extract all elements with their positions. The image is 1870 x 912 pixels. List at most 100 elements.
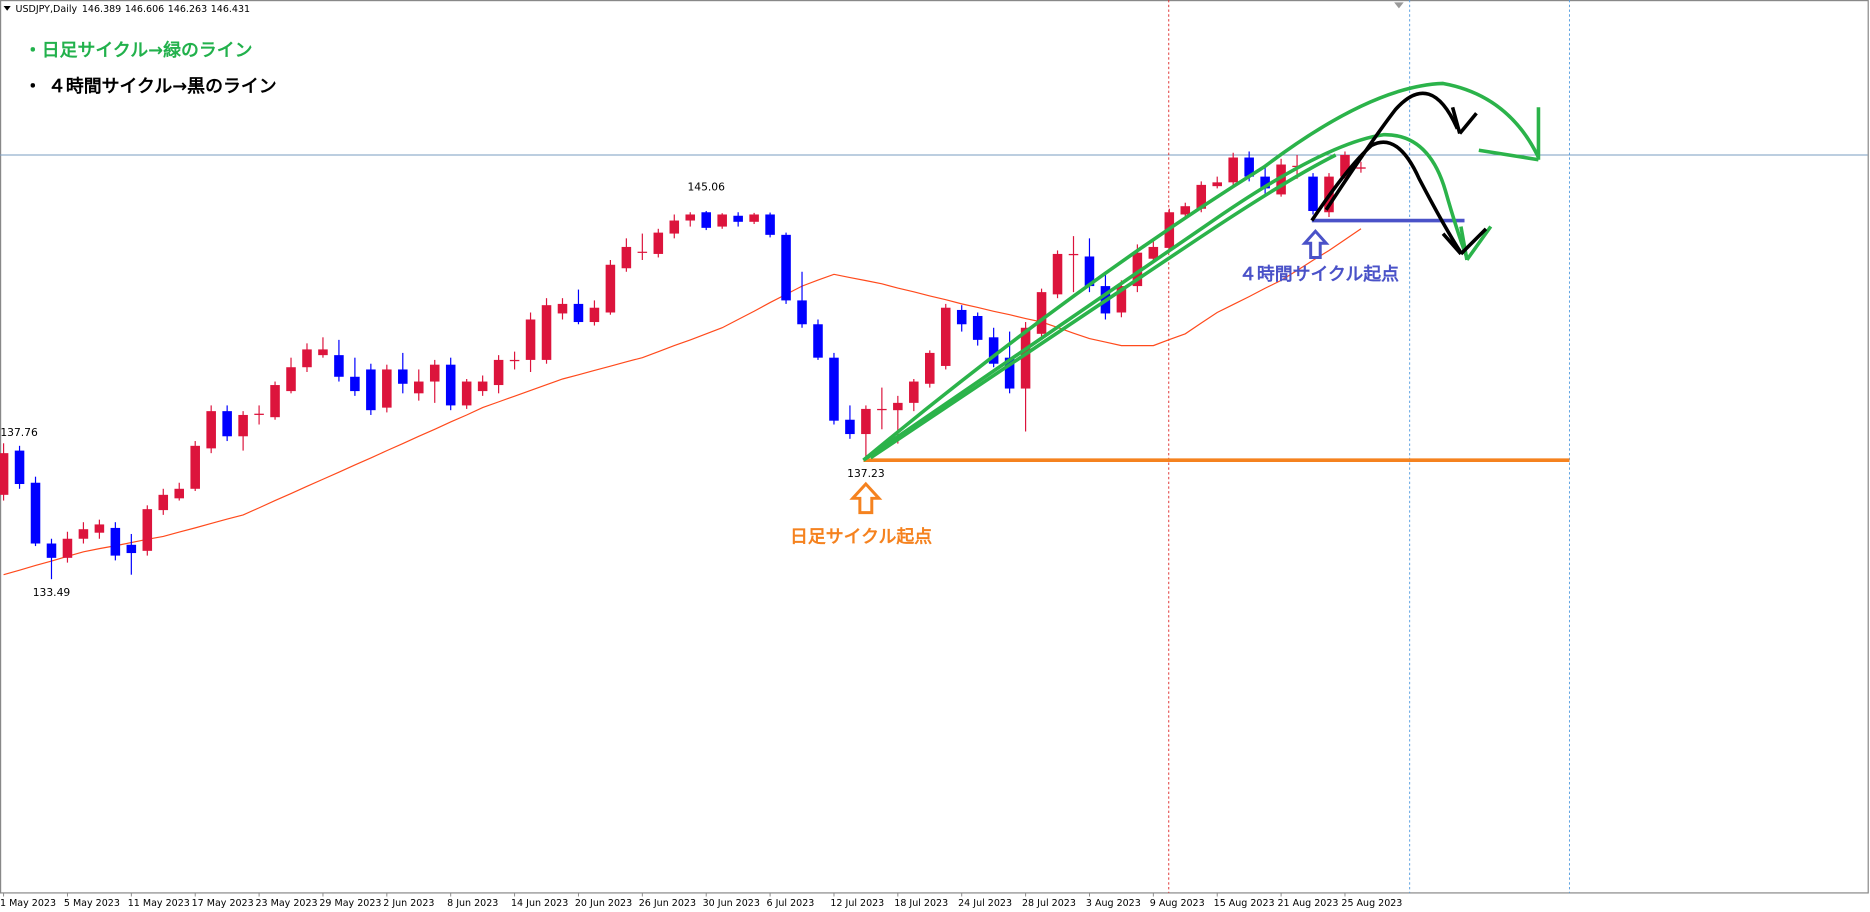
symbol: USDJPY,Daily: [16, 4, 78, 15]
candle-body: [1356, 167, 1366, 169]
candle-body: [286, 367, 296, 392]
candle-body: [14, 450, 25, 485]
candle-body: [0, 453, 9, 495]
black-cycle-line: [1324, 91, 1459, 211]
h4-origin-label: ４時間サイクル起点: [1239, 263, 1399, 285]
candle-body: [1212, 182, 1222, 187]
candle-body: [1036, 292, 1047, 334]
x-tick-label: 26 Jun 2023: [639, 898, 696, 909]
legend-4h: ・ ４時間サイクル→黒のライン: [24, 76, 277, 97]
price-label: 133.49: [33, 586, 71, 599]
candle-body: [1116, 286, 1127, 313]
header-open: 146.389: [82, 4, 121, 15]
plot-frame: [0, 0, 1869, 894]
candle-body: [142, 509, 153, 551]
candle-body: [701, 212, 711, 228]
x-tick-label: 14 Jun 2023: [511, 898, 568, 909]
header: USDJPY,Daily 146.389 146.606 146.263 146.431: [16, 4, 251, 15]
candle-body: [158, 494, 169, 511]
candle-body: [972, 315, 983, 340]
origin-arrow: [849, 481, 883, 515]
candle-body: [238, 414, 248, 437]
moving-average: [3, 228, 1362, 576]
x-tick-label: 18 Jul 2023: [894, 898, 948, 909]
candle-body: [78, 529, 89, 539]
candle-body: [829, 357, 839, 421]
candle-body: [30, 482, 41, 544]
candle-body: [110, 527, 121, 556]
candle-body: [493, 359, 504, 386]
x-tick-label: 9 Aug 2023: [1150, 898, 1205, 909]
candle-body: [861, 408, 871, 435]
black-arrowhead: [1441, 227, 1488, 256]
green-cycle-line: [862, 132, 1469, 462]
x-tick-label: 28 Jul 2023: [1022, 898, 1076, 909]
candle-body: [46, 543, 57, 558]
candle-body: [925, 352, 935, 384]
x-tick-label: 1 May 2023: [0, 898, 56, 909]
daily-origin-label: 日足サイクル起点: [790, 525, 932, 547]
green-cycle-line: [862, 81, 1541, 462]
candle-body: [477, 381, 488, 392]
candle-body: [877, 408, 887, 411]
candle-body: [398, 369, 408, 384]
green-arrowhead: [1459, 225, 1493, 261]
price-label: 137.23: [847, 467, 885, 480]
candle-body: [765, 214, 775, 235]
candle-body: [1020, 327, 1031, 389]
candle-body: [302, 349, 312, 368]
candle-body: [62, 538, 73, 558]
candle-body: [1180, 206, 1191, 215]
candle-body: [541, 305, 552, 360]
x-tick-label: 29 May 2023: [319, 898, 381, 909]
candle-body: [956, 309, 967, 325]
candle-body: [413, 381, 424, 394]
candle-body: [1228, 157, 1238, 183]
header-low: 146.263: [168, 4, 207, 15]
green-arrowhead: [1478, 107, 1541, 162]
candle-body: [589, 307, 600, 323]
candle-body: [254, 413, 264, 415]
candle-body: [621, 246, 632, 269]
candle-body: [174, 488, 185, 499]
candle-body: [1004, 357, 1015, 389]
candle-body: [909, 381, 919, 403]
candles: [0, 151, 1366, 580]
header-high: 146.606: [125, 4, 164, 15]
x-tick-label: 23 May 2023: [256, 898, 318, 909]
candle-body: [940, 307, 951, 366]
price-label: 137.76: [0, 426, 38, 439]
candle-body: [781, 234, 791, 301]
candle-body: [445, 364, 456, 406]
candle-body: [1340, 154, 1350, 177]
candle-body: [190, 445, 200, 489]
x-tick-label: 3 Aug 2023: [1086, 898, 1141, 909]
candle-body: [509, 359, 520, 362]
candle-body: [206, 411, 216, 449]
candle-body: [733, 215, 743, 222]
candle-body: [573, 303, 584, 323]
candle-body: [1276, 164, 1286, 195]
candle-body: [669, 220, 680, 234]
candle-body: [797, 300, 807, 325]
x-tick-label: 21 Aug 2023: [1278, 898, 1339, 909]
candle-body: [318, 349, 328, 356]
candle-body: [813, 324, 823, 358]
x-tick-label: 15 Aug 2023: [1214, 898, 1275, 909]
candle-body: [222, 411, 232, 437]
candle-body: [1196, 184, 1207, 209]
candle-body: [350, 376, 360, 392]
candle-body: [685, 214, 696, 221]
candle-body: [525, 319, 536, 360]
candle-body: [653, 232, 664, 254]
x-tick-label: 30 Jun 2023: [703, 898, 760, 909]
scroll-marker: [1394, 2, 1404, 9]
candle-body: [988, 337, 999, 364]
candle-body: [382, 369, 392, 408]
candle-body: [717, 214, 727, 227]
x-tick-label: 25 Aug 2023: [1341, 898, 1402, 909]
x-tick-label: 2 Jun 2023: [383, 898, 434, 909]
candle-body: [1052, 253, 1063, 295]
candle-body: [461, 381, 472, 406]
